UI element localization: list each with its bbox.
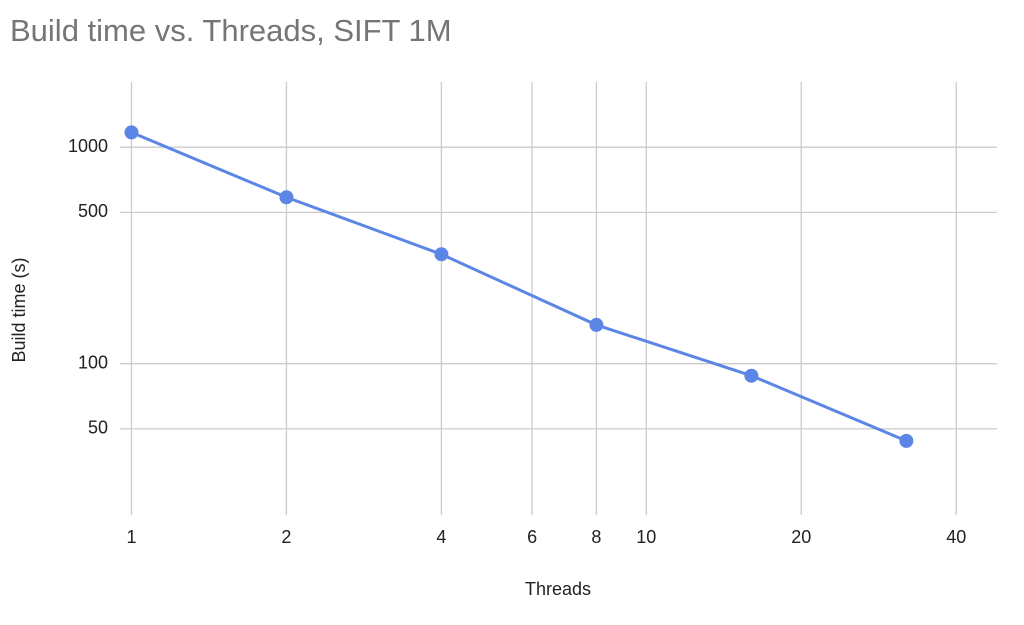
x-tick-label: 6 (527, 527, 537, 547)
x-axis-label: Threads (525, 579, 591, 599)
x-tick-label: 40 (946, 527, 966, 547)
x-tick-label: 1 (126, 527, 136, 547)
point (124, 125, 139, 140)
y-tick-label: 50 (88, 418, 108, 438)
x-tick-label: 10 (636, 527, 656, 547)
y-axis-label: Build time (s) (9, 257, 29, 362)
x-tick-label: 2 (281, 527, 291, 547)
point (434, 247, 449, 262)
x-tick-label: 8 (591, 527, 601, 547)
point (589, 317, 604, 332)
x-tick-label: 20 (791, 527, 811, 547)
y-tick-label: 1000 (68, 136, 108, 156)
chart-title: Build time vs. Threads, SIFT 1M (10, 13, 452, 48)
x-tick-label: 4 (436, 527, 446, 547)
y-tick-label: 100 (78, 352, 108, 372)
point (899, 433, 914, 448)
point (744, 368, 759, 383)
line (130, 131, 907, 443)
point (279, 190, 294, 205)
y-tick-label: 500 (78, 201, 108, 221)
